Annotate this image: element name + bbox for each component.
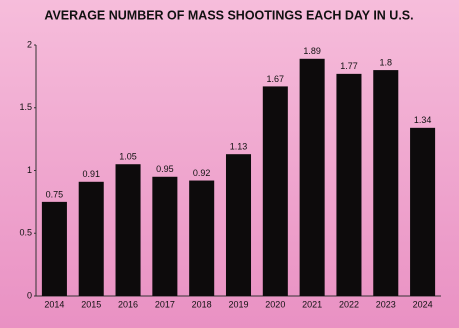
bar [262, 86, 288, 296]
bar [410, 127, 436, 296]
bar [115, 164, 141, 296]
y-tick-label: 0 [27, 290, 32, 300]
bar [152, 176, 178, 296]
data-label: 0.92 [193, 168, 211, 178]
x-tick-label: 2021 [302, 299, 322, 309]
x-tick-label: 2024 [413, 299, 433, 309]
y-tick-label: 2 [27, 39, 32, 49]
x-tick-label: 2017 [155, 299, 175, 309]
x-tick-label: 2023 [376, 299, 396, 309]
data-label: 0.75 [46, 189, 64, 199]
data-label: 1.34 [414, 115, 432, 125]
data-label: 1.13 [230, 142, 248, 152]
bar [225, 154, 252, 296]
x-tick-label: 2022 [339, 299, 359, 309]
data-label: 0.91 [82, 169, 100, 179]
y-tick-label: 1 [27, 165, 32, 175]
x-tick-label: 2015 [81, 299, 101, 309]
y-tick-label: 1.5 [19, 102, 32, 112]
data-label: 1.77 [340, 61, 358, 71]
bar [336, 73, 362, 297]
x-tick-label: 2014 [44, 299, 64, 309]
bar [189, 180, 215, 296]
data-label: 1.89 [303, 46, 321, 56]
data-label: 0.95 [156, 164, 174, 174]
bar [373, 70, 399, 296]
data-label: 1.67 [267, 74, 285, 84]
x-tick-label: 2016 [118, 299, 138, 309]
x-tick-label: 2019 [228, 299, 248, 309]
data-label: 1.8 [380, 57, 393, 67]
bar [78, 181, 104, 296]
y-tick-label: 0.5 [19, 228, 32, 238]
chart-title: AVERAGE NUMBER OF MASS SHOOTINGS EACH DA… [44, 8, 413, 22]
bar [299, 58, 325, 297]
x-tick-label: 2018 [192, 299, 212, 309]
x-tick-label: 2020 [265, 299, 285, 309]
bar [41, 201, 67, 296]
data-label: 1.05 [119, 152, 137, 162]
